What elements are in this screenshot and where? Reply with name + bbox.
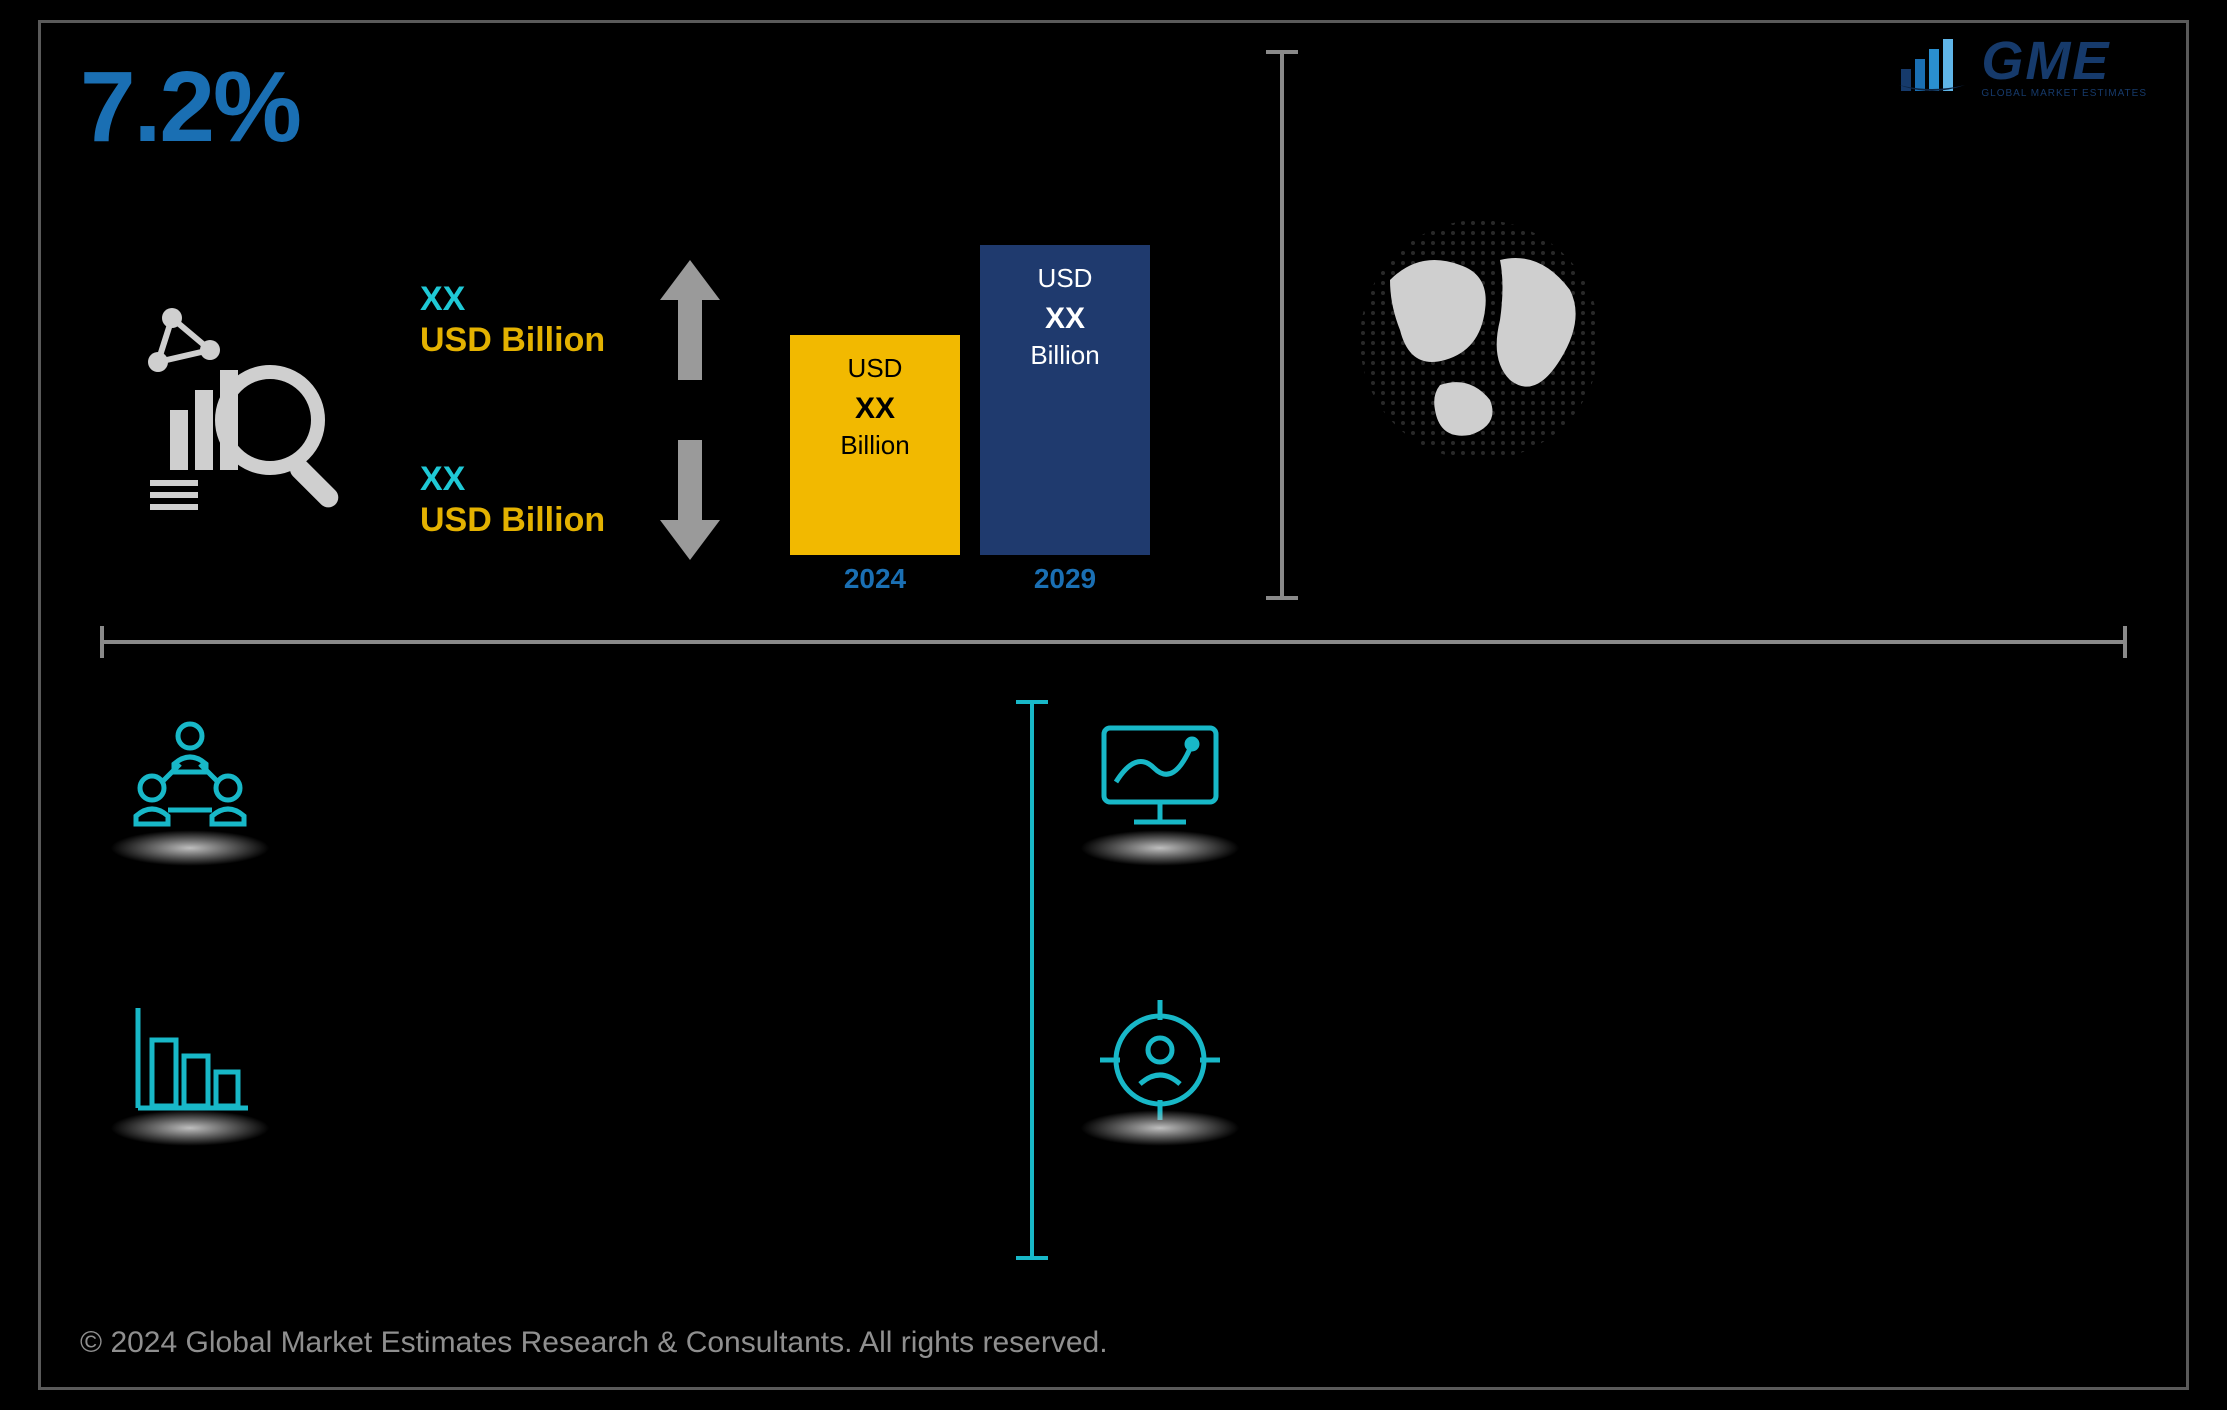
metric-bottom: XX USD Billion xyxy=(420,460,605,540)
target-user-icon xyxy=(1090,990,1230,1130)
bar-2024: USD XX Billion xyxy=(790,335,960,555)
bar-chart-icon xyxy=(120,990,260,1130)
infographic-page: 7.2% GME GLOBAL MARKET ESTIMATES xyxy=(0,0,2227,1410)
bar-2029-l2: XX xyxy=(1045,302,1085,336)
arrow-up-icon xyxy=(660,260,720,380)
metric-top: XX USD Billion xyxy=(420,280,605,360)
bar-label-2024: 2024 xyxy=(790,563,960,595)
brand-logo: GME GLOBAL MARKET ESTIMATES xyxy=(1897,30,2147,99)
bar-2029-l3: Billion xyxy=(1030,340,1099,371)
cagr-headline: 7.2% xyxy=(80,50,300,165)
divider-vertical-top xyxy=(1280,50,1284,600)
market-bar-chart: USD XX Billion USD XX Billion 2024 2029 xyxy=(790,255,1170,595)
logo-text: GME xyxy=(1981,30,2147,92)
metric-bottom-unit: USD Billion xyxy=(420,501,605,540)
logo-text-block: GME GLOBAL MARKET ESTIMATES xyxy=(1981,30,2147,99)
icon-shadow xyxy=(1080,830,1240,866)
logo-subtitle: GLOBAL MARKET ESTIMATES xyxy=(1981,88,2147,99)
people-network-icon xyxy=(120,710,260,850)
bar-2029: USD XX Billion xyxy=(980,245,1150,555)
globe-icon xyxy=(1350,210,1610,470)
icon-shadow xyxy=(110,830,270,866)
monitor-chart-icon xyxy=(1090,710,1230,850)
bar-2024-l3: Billion xyxy=(840,430,909,461)
metric-top-value: XX xyxy=(420,280,605,319)
bar-label-2029: 2029 xyxy=(980,563,1150,595)
icon-shadow xyxy=(110,1110,270,1146)
bar-2024-l2: XX xyxy=(855,392,895,426)
icon-shadow xyxy=(1080,1110,1240,1146)
copyright-text: © 2024 Global Market Estimates Research … xyxy=(80,1326,1108,1360)
bar-2029-l1: USD xyxy=(1038,263,1093,294)
analysis-icon xyxy=(140,300,350,510)
bar-2024-l1: USD xyxy=(848,353,903,384)
logo-bars-icon xyxy=(1897,35,1967,95)
metric-bottom-value: XX xyxy=(420,460,605,499)
divider-horizontal xyxy=(100,640,2127,644)
divider-vertical-bottom xyxy=(1030,700,1034,1260)
outer-frame xyxy=(38,20,2189,1390)
arrow-down-icon xyxy=(660,440,720,560)
metric-top-unit: USD Billion xyxy=(420,321,605,360)
